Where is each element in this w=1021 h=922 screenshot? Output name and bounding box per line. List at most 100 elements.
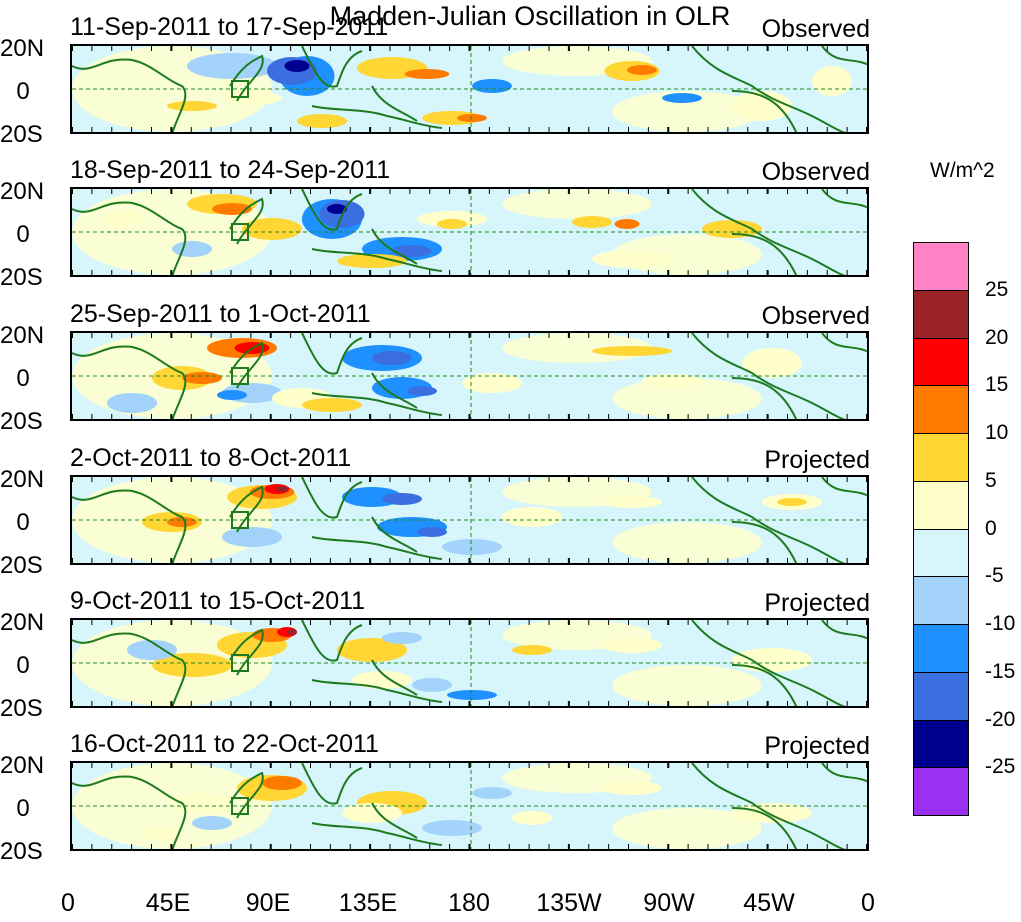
colorbar-swatch xyxy=(913,528,969,578)
colorbar-label: 10 xyxy=(985,421,1009,444)
region-box xyxy=(231,367,249,385)
anomaly-contour xyxy=(502,507,562,527)
lat-label: 20N xyxy=(0,178,45,205)
colorbar-label: -20 xyxy=(985,707,1016,731)
lat-label: 0 xyxy=(16,509,30,536)
panel-date-range: 25-Sep-2011 to 1-Oct-2011 xyxy=(70,300,371,328)
anomaly-contour xyxy=(337,254,407,268)
coastline xyxy=(301,333,363,375)
colorbar-swatch xyxy=(913,480,969,530)
anomaly-contour xyxy=(284,60,310,72)
anomaly-contour xyxy=(614,219,640,229)
coastline xyxy=(371,228,418,265)
lat-label: 0 xyxy=(16,795,30,822)
lon-label: 0 xyxy=(861,889,875,917)
anomaly-contour xyxy=(217,390,247,400)
lon-label: 180 xyxy=(448,889,490,917)
panel-status: Observed xyxy=(761,302,870,330)
coastline xyxy=(371,659,418,696)
lon-label: 45E xyxy=(145,889,191,917)
anomaly-region xyxy=(502,189,652,219)
panel-status: Projected xyxy=(764,589,870,617)
anomaly-contour xyxy=(572,216,612,228)
anomaly-contour xyxy=(127,640,177,660)
anomaly-contour xyxy=(592,250,672,268)
coastline xyxy=(691,477,846,563)
anomaly-contour xyxy=(276,486,288,492)
anomaly-contour xyxy=(302,398,362,412)
colorbar-label: -10 xyxy=(985,612,1016,635)
anomaly-contour xyxy=(732,803,812,823)
map-panel: 16-Oct-2011 to 22-Oct-2011 Projected 20N 0 2… xyxy=(0,730,900,875)
coastline xyxy=(72,489,187,563)
coastline xyxy=(311,679,443,703)
lat-label: 20N xyxy=(0,609,45,636)
olr-anomaly-map xyxy=(70,331,869,421)
anomaly-contour xyxy=(412,678,452,692)
anomaly-contour xyxy=(337,638,407,662)
anomaly-contour xyxy=(472,79,512,93)
anomaly-contour xyxy=(627,65,657,75)
lat-label: 20N xyxy=(0,35,45,62)
coastline xyxy=(691,189,846,275)
colorbar-label: 15 xyxy=(985,373,1009,397)
longitude-axis: 0 45E 90E 135E 180 135W 90W 45W 0 xyxy=(0,888,1021,922)
colorbar-swatch xyxy=(913,385,969,434)
anomaly-contour xyxy=(187,53,277,79)
anomaly-contour xyxy=(327,204,347,214)
anomaly-contour xyxy=(662,93,702,103)
coastline xyxy=(301,763,363,805)
map-panel: 9-Oct-2011 to 15-Oct-2011 Projected 20N 0 20… xyxy=(0,587,900,732)
anomaly-contour xyxy=(192,816,232,830)
coastline xyxy=(371,516,418,553)
colorbar-swatch xyxy=(913,433,969,482)
anomaly-contour xyxy=(422,820,482,836)
panel-date-range: 11-Sep-2011 to 17-Sep-2011 xyxy=(70,13,389,41)
map-canvas xyxy=(72,477,867,563)
coastline xyxy=(821,333,867,353)
map-panel: 18-Sep-2011 to 24-Sep-2011 Observed 20N 0 20… xyxy=(0,156,900,301)
anomaly-contour xyxy=(142,825,182,841)
colorbar-label: 5 xyxy=(985,468,997,492)
anomaly-region xyxy=(612,522,762,563)
panel-status: Projected xyxy=(764,446,870,474)
colorbar-swatch xyxy=(913,289,969,339)
colorbar-swatch xyxy=(913,767,969,816)
lat-label: 20N xyxy=(0,322,45,349)
lat-label: 20N xyxy=(0,752,45,779)
lat-label: 0 xyxy=(16,221,30,248)
panel-date-range: 2-Oct-2011 to 8-Oct-2011 xyxy=(70,444,352,472)
panel-date-range: 9-Oct-2011 to 15-Oct-2011 xyxy=(70,587,366,615)
panel-status: Observed xyxy=(761,15,870,43)
coastline xyxy=(311,392,443,416)
colorbar-label: 0 xyxy=(985,516,997,540)
anomaly-contour xyxy=(442,539,502,555)
anomaly-contour xyxy=(404,69,450,79)
anomaly-contour xyxy=(512,811,552,825)
colorbar-swatch xyxy=(913,624,969,673)
coastline xyxy=(72,775,187,849)
coastline xyxy=(311,822,443,846)
olr-anomaly-map xyxy=(70,44,869,134)
anomaly-contour xyxy=(602,781,662,795)
lat-label: 20S xyxy=(0,838,43,865)
colorbar-label: -15 xyxy=(985,659,1016,683)
lon-label: 0 xyxy=(61,889,75,917)
coastline xyxy=(301,46,363,88)
map-canvas xyxy=(72,333,867,419)
plot-title: Madden-Julian Oscillation in OLR xyxy=(329,1,731,31)
anomaly-contour xyxy=(172,793,232,813)
anomaly-contour xyxy=(417,527,447,537)
lon-label: 90E xyxy=(245,889,291,917)
region-box xyxy=(231,80,249,98)
anomaly-contour xyxy=(262,776,302,790)
region-box xyxy=(231,223,249,241)
anomaly-contour xyxy=(447,690,497,700)
coastline xyxy=(821,620,867,640)
colorbar-swatch xyxy=(913,576,969,625)
olr-anomaly-map xyxy=(70,761,869,851)
anomaly-contour xyxy=(642,374,702,388)
anomaly-contour xyxy=(437,219,467,229)
colorbar-swatch xyxy=(913,719,969,769)
coastline xyxy=(72,201,187,275)
